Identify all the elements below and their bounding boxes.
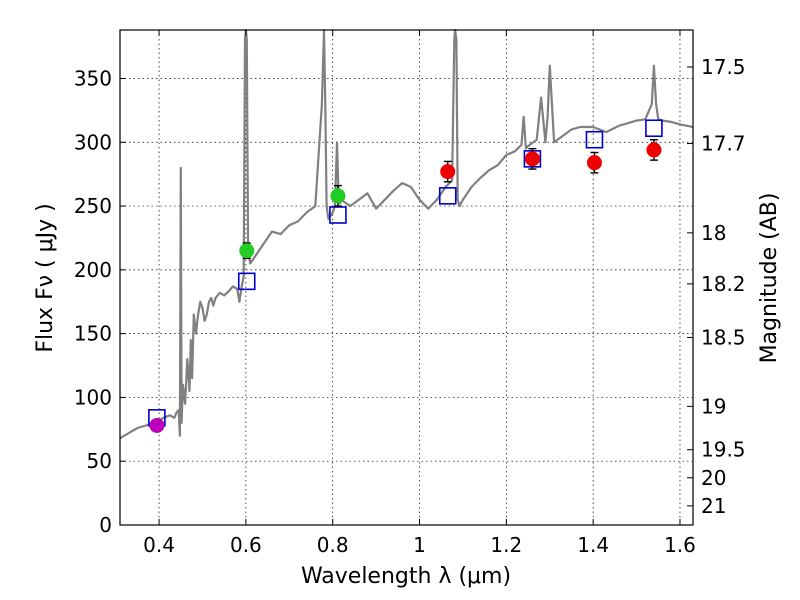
- y2-tick-label: 18: [701, 221, 726, 245]
- y-tick-label: 200: [74, 258, 112, 282]
- observed-point-near-ir: [646, 142, 662, 158]
- y2-tick-label: 21: [701, 494, 726, 518]
- y2-tick-label: 17.5: [701, 55, 746, 79]
- y-tick-label: 150: [74, 322, 112, 346]
- model-square-point: [329, 206, 347, 224]
- x-tick-label: 1.4: [577, 533, 609, 557]
- spectrum-line: [119, 28, 694, 440]
- y2-axis-label: Magnitude (AB): [757, 193, 782, 364]
- model-square-point: [237, 272, 256, 291]
- x-tick-label: 1.6: [664, 533, 696, 557]
- y-tick-label: 100: [74, 385, 112, 409]
- x-tick-label: 1: [413, 533, 426, 557]
- plot-data: [119, 28, 694, 440]
- y-tick-label: 50: [87, 449, 112, 473]
- observed-point-near-ir: [524, 151, 540, 167]
- plot-frame: [119, 29, 694, 526]
- y-tick-label: 250: [74, 194, 112, 218]
- y2-tick-label: 18.2: [701, 272, 746, 296]
- y2-tick-label: 19: [701, 394, 726, 418]
- model-square-point: [438, 187, 457, 205]
- y2-tick-label: 17.7: [701, 132, 746, 156]
- observed-point-near-ir: [440, 164, 456, 180]
- x-tick-label: 0.4: [143, 533, 175, 557]
- y2-tick-label: 19.5: [701, 438, 746, 462]
- grid-lines: [120, 30, 693, 526]
- observed-point-optical: [239, 243, 255, 259]
- x-axis-label: Wavelength λ (μm): [301, 564, 511, 589]
- model-square-point: [585, 130, 604, 149]
- observed-point-uv: [149, 417, 165, 433]
- x-tick-label: 0.6: [230, 533, 262, 557]
- y-tick-label: 300: [74, 130, 112, 154]
- x-tick-label: 1.2: [490, 533, 522, 557]
- observed-point-optical: [330, 188, 346, 204]
- x-tick-label: 0.8: [317, 533, 349, 557]
- observed-point-near-ir: [586, 155, 602, 171]
- axis-ticks: 0.4 0.6 0.8 1 1.2 1.4 1.6 0 50 100 150 200 250 300 350…: [74, 30, 746, 557]
- model-square-point: [645, 119, 663, 138]
- y2-tick-label: 18.5: [701, 325, 746, 349]
- y-axis-label: Flux Fν ( μJy ): [33, 203, 58, 352]
- y-tick-label: 350: [74, 66, 112, 90]
- y-tick-label: 0: [99, 513, 112, 537]
- y2-tick-label: 20: [701, 466, 726, 490]
